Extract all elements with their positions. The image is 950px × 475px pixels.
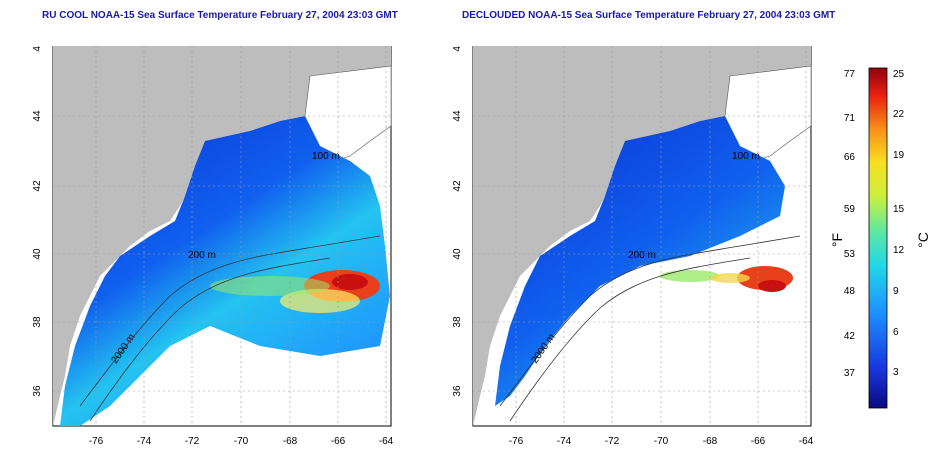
svg-text:44: 44 (32, 110, 43, 122)
svg-text:42: 42 (452, 180, 463, 192)
lat-axis-right: 46 44 42 40 38 36 (452, 46, 463, 397)
svg-text:-70: -70 (234, 436, 249, 447)
svg-text:-64: -64 (799, 436, 814, 447)
svg-text:22: 22 (893, 109, 905, 120)
svg-text:25: 25 (893, 69, 905, 80)
svg-text:-66: -66 (751, 436, 766, 447)
lon-axis-left: -76 -74 -72 -70 -68 -66 -64 (89, 436, 394, 447)
contour-label-100m: 100 m (312, 151, 340, 162)
svg-text:-76: -76 (509, 436, 524, 447)
svg-text:3: 3 (893, 367, 899, 378)
left-map-title: RU COOL NOAA-15 Sea Surface Temperature … (42, 10, 398, 21)
svg-text:46: 46 (452, 46, 463, 52)
svg-text:6: 6 (893, 327, 899, 338)
svg-text:9: 9 (893, 286, 899, 297)
right-sst-map: 100 m 200 m 2000 m 46 44 42 40 38 36 -76… (452, 46, 814, 447)
contour-label-200m-right: 200 m (628, 250, 656, 261)
svg-text:46: 46 (32, 46, 43, 52)
contour-200m-left (79, 235, 381, 407)
svg-text:40: 40 (32, 248, 43, 260)
svg-text:42: 42 (32, 180, 43, 192)
svg-text:-68: -68 (283, 436, 298, 447)
lat-axis-left: 46 44 42 40 38 36 (32, 46, 43, 397)
svg-text:53: 53 (844, 249, 856, 260)
svg-text:59: 59 (844, 204, 856, 215)
fahrenheit-ticks: 77 71 66 59 53 48 42 37 (844, 69, 856, 379)
svg-text:-66: -66 (331, 436, 346, 447)
svg-text:77: 77 (844, 69, 856, 80)
svg-text:-74: -74 (557, 436, 572, 447)
svg-text:66: 66 (844, 152, 856, 163)
right-map-title: DECLOUDED NOAA-15 Sea Surface Temperatur… (462, 10, 836, 21)
svg-text:42: 42 (844, 331, 856, 342)
svg-text:44: 44 (452, 110, 463, 122)
svg-text:-64: -64 (379, 436, 394, 447)
colorbar-gradient (868, 67, 888, 409)
svg-text:12: 12 (893, 245, 905, 256)
svg-text:-72: -72 (185, 436, 200, 447)
contour-label-100m-right: 100 m (732, 151, 760, 162)
svg-text:15: 15 (893, 204, 905, 215)
svg-text:37: 37 (844, 368, 856, 379)
svg-text:19: 19 (893, 150, 905, 161)
svg-text:-68: -68 (703, 436, 718, 447)
svg-text:38: 38 (32, 316, 43, 328)
svg-text:-72: -72 (605, 436, 620, 447)
svg-text:-74: -74 (137, 436, 152, 447)
svg-text:40: 40 (452, 248, 463, 260)
svg-text:36: 36 (452, 385, 463, 397)
svg-text:48: 48 (844, 286, 856, 297)
temperature-colorbar: 77 71 66 59 53 48 42 37 25 22 19 15 12 9… (829, 67, 931, 409)
svg-text:-76: -76 (89, 436, 104, 447)
svg-text:-70: -70 (654, 436, 669, 447)
svg-text:71: 71 (844, 113, 856, 124)
svg-text:36: 36 (32, 385, 43, 397)
fahrenheit-unit-label: °F (829, 233, 845, 247)
celsius-ticks: 25 22 19 15 12 9 6 3 (893, 69, 905, 378)
lon-axis-right: -76 -74 -72 -70 -68 -66 -64 (509, 436, 814, 447)
contour-label-200m: 200 m (188, 250, 216, 261)
celsius-unit-label: °C (915, 232, 931, 248)
svg-text:38: 38 (452, 316, 463, 328)
left-sst-map: 100 m 200 m 2000 m 46 44 42 40 38 36 -76… (32, 46, 394, 447)
